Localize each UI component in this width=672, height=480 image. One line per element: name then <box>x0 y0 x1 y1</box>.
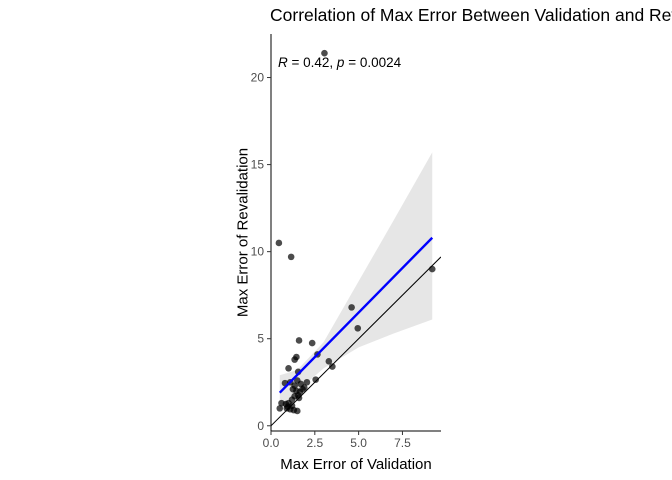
y-tick-label: 15 <box>251 158 265 172</box>
data-point <box>428 265 436 273</box>
data-point <box>291 356 298 363</box>
data-point <box>293 407 301 415</box>
y-tick-label: 0 <box>257 419 264 433</box>
y-tick-label: 10 <box>251 245 265 259</box>
plot-area <box>271 49 441 427</box>
data-point <box>295 337 303 344</box>
data-point <box>288 402 296 410</box>
regression-line <box>278 236 434 394</box>
x-tick-label: 0.0 <box>263 436 280 450</box>
data-point <box>354 324 362 332</box>
data-point <box>321 49 328 57</box>
identity-line <box>271 256 441 427</box>
p-symbol: p <box>336 55 345 70</box>
data-point <box>276 405 284 412</box>
y-tick-label: 20 <box>251 71 265 85</box>
data-point <box>325 358 333 365</box>
chart-title: Correlation of Max Error Between Validat… <box>270 5 672 25</box>
x-tick-label: 5.0 <box>350 436 367 450</box>
x-tick-label: 7.5 <box>394 436 411 450</box>
y-axis-title: Max Error of Revalidation <box>234 148 251 317</box>
axes: 0.0 2.5 5.0 7.5 0 5 10 15 20 <box>251 34 441 450</box>
data-point <box>303 378 311 386</box>
r-symbol: R <box>278 55 288 70</box>
correlation-annotation: R = 0.42, p = 0.0024 <box>278 55 402 70</box>
confidence-band <box>279 152 433 411</box>
r-value-text: = 0.42, <box>288 55 337 70</box>
x-tick-label: 2.5 <box>306 436 323 450</box>
x-axis-title: Max Error of Validation <box>280 456 431 473</box>
data-point <box>285 365 292 372</box>
data-point <box>275 239 283 247</box>
p-value-text: = 0.0024 <box>344 55 401 70</box>
data-point <box>348 304 355 311</box>
data-point <box>308 339 316 347</box>
data-point <box>299 385 306 393</box>
y-tick-label: 5 <box>257 332 264 346</box>
data-point <box>312 376 319 383</box>
data-point <box>287 253 295 261</box>
data-point <box>329 363 336 370</box>
